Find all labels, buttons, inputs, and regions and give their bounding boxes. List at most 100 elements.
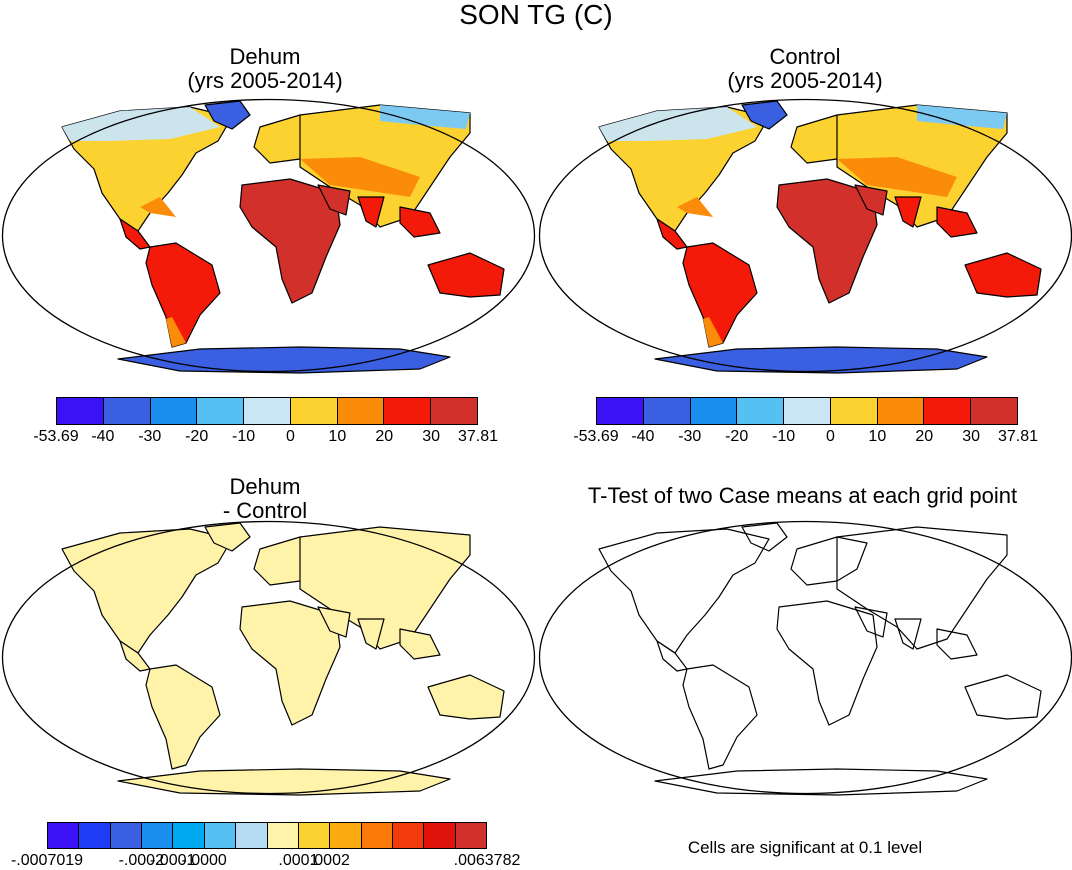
colorbar-box [244, 398, 291, 424]
colorbar-box [236, 823, 268, 848]
colorbar-tick-label: -40 [91, 428, 115, 445]
colorbar-box [110, 823, 143, 848]
colorbar-tick-label: 20 [915, 428, 934, 445]
continent-greenland [204, 522, 251, 552]
continent-greenland [204, 100, 251, 130]
colorbar-tick-label: 37.81 [997, 428, 1039, 445]
colorbar-tick-label: -.0007019 [10, 852, 84, 869]
colorbar-box [455, 823, 487, 848]
warm-band-usa [677, 197, 713, 217]
colorbar-box [597, 398, 644, 424]
cold-band-siberia [917, 105, 1007, 129]
colorbar-tick-label: -20 [185, 428, 209, 445]
continent-centralAmerica [656, 218, 688, 250]
colorbar-box [737, 398, 785, 424]
continent-india [357, 618, 385, 650]
colorbar-tick-label: 0 [825, 428, 835, 445]
ttest-panel-title: T-Test of two Case means at each grid po… [587, 483, 1018, 508]
colorbar-box [690, 398, 738, 424]
continent-seAsia [399, 206, 441, 238]
colorbar-tick-label: -40 [631, 428, 655, 445]
continent-northAmerica [61, 528, 233, 654]
colorbar-tick-label: -30 [678, 428, 702, 445]
diff-map [1, 520, 536, 796]
colorbar-tick-label: -20 [725, 428, 749, 445]
control-title-line2: (yrs 2005-2014) [727, 68, 883, 93]
continent-southAmerica [145, 664, 221, 770]
continent-centralAmerica [656, 640, 688, 672]
colorbar-box [877, 398, 925, 424]
warm-band-asia [300, 157, 420, 197]
map-border [1, 520, 536, 795]
main-title: SON TG (C) [459, 0, 613, 30]
continent-africa [776, 600, 878, 726]
map-background [539, 521, 1072, 794]
colorbar-tick-label: 0 [285, 428, 295, 445]
control-title-line1: Control [769, 44, 841, 69]
warm-band-patagonia [703, 317, 723, 347]
continent-northAmerica [598, 528, 770, 654]
colorbar-box [431, 398, 478, 424]
colorbar-tick-label: .0002 [309, 852, 350, 869]
colorbar-tick-label: -10 [771, 428, 796, 445]
colorbar-box [48, 823, 80, 848]
colorbar-box [784, 398, 831, 424]
colorbar-box [830, 398, 878, 424]
control-colorbar [596, 397, 1018, 425]
cold-band-north-america [62, 107, 220, 141]
colorbar-box [142, 823, 174, 848]
warm-band-asia [837, 157, 957, 197]
diff-title-line1: Dehum [229, 474, 301, 499]
colorbar-box [173, 823, 205, 848]
colorbar-tick-label: 30 [422, 428, 441, 445]
continent-antarctica [654, 768, 988, 796]
colorbar-tick-label: -.0000 [181, 852, 227, 869]
dehum-title-line2: (yrs 2005-2014) [187, 68, 343, 93]
colorbar-box [330, 823, 362, 848]
colorbar-tick-label: 30 [962, 428, 981, 445]
colorbar-tick-label: .0001 [278, 852, 319, 869]
colorbar-tick-label: 10 [868, 428, 887, 445]
colorbar-box [971, 398, 1018, 424]
colorbar-tick-label: -53.69 [33, 428, 79, 445]
continent-australia [964, 674, 1042, 720]
colorbar-tick-label: .0063782 [453, 852, 521, 869]
continent-india [357, 196, 385, 228]
continent-greenland [741, 522, 788, 552]
continent-australia [427, 252, 505, 298]
colorbar-box [197, 398, 245, 424]
colorbar-tick-label: -10 [231, 428, 256, 445]
continent-seAsia [399, 628, 441, 660]
colorbar-tick-label: -53.69 [573, 428, 619, 445]
colorbar-box [337, 398, 385, 424]
colorbar-box [924, 398, 972, 424]
cold-band-north-america [599, 107, 757, 141]
dehum-map [1, 98, 536, 374]
cold-band-siberia [380, 105, 470, 129]
ttest-map [538, 520, 1072, 796]
dehum-title-line1: Dehum [229, 44, 301, 69]
dehum-colorbar [56, 397, 478, 425]
colorbar-box [150, 398, 198, 424]
control-panel-title: Control (yrs 2005-2014) [630, 45, 980, 93]
continent-arabia [317, 184, 351, 216]
warm-band-patagonia [166, 317, 186, 347]
continent-arabia [854, 184, 888, 216]
colorbar-box [103, 398, 151, 424]
continent-india [894, 196, 922, 228]
significance-note: Cells are significant at 0.1 level [687, 838, 923, 857]
colorbar-box [57, 398, 104, 424]
continent-asia [299, 526, 471, 650]
continent-india [894, 618, 922, 650]
diff-title-line2: - Control [222, 498, 308, 523]
diff-panel-title: Dehum - Control [90, 475, 440, 523]
continent-centralAmerica [119, 640, 151, 672]
dehum-panel-title: Dehum (yrs 2005-2014) [90, 45, 440, 93]
colorbar-box [204, 823, 237, 848]
map-border [1, 98, 536, 373]
continent-southAmerica [682, 664, 758, 770]
colorbar-box [298, 823, 331, 848]
colorbar-box [361, 823, 393, 848]
continent-arabia [854, 606, 888, 638]
continent-australia [964, 252, 1042, 298]
